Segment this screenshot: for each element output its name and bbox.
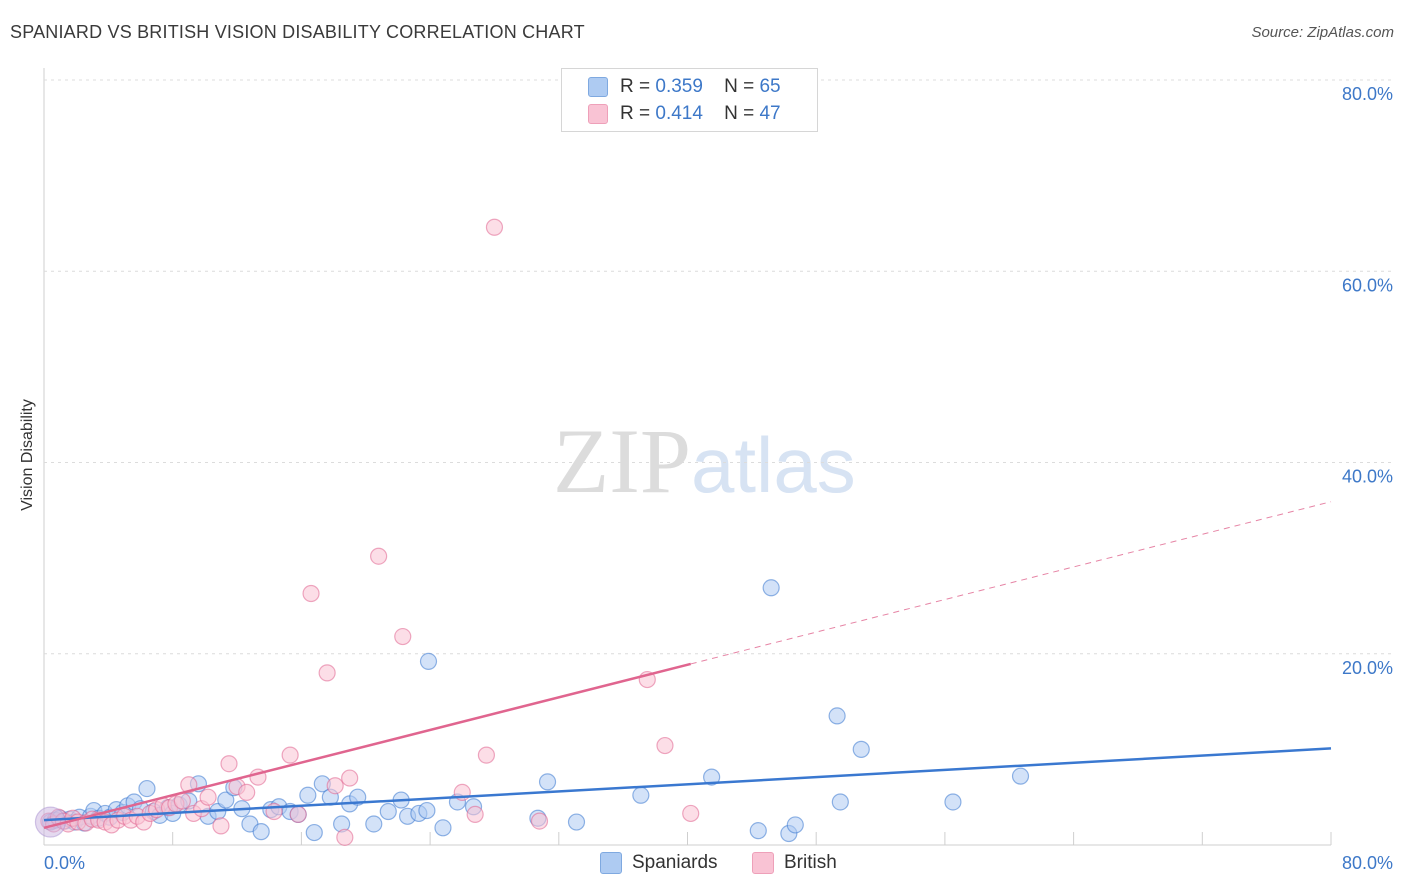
point-spaniards (703, 768, 721, 786)
series-swatch-spaniards (600, 852, 622, 874)
point-british (289, 805, 307, 824)
point-spaniards (944, 793, 962, 811)
point-british (530, 812, 549, 830)
point-spaniards (418, 801, 436, 820)
point-british (394, 627, 412, 646)
legend-r-label: R = (620, 76, 651, 97)
point-british (682, 804, 700, 823)
legend-n-value: 47 (759, 103, 781, 124)
point-british (326, 777, 344, 795)
point-spaniards (852, 740, 870, 758)
legend-swatch-british (588, 104, 608, 124)
point-british (485, 218, 504, 236)
point-british (238, 783, 256, 802)
point-british (477, 746, 496, 764)
point-spaniards (1011, 767, 1030, 785)
y-tick-label: 60.0% (1342, 275, 1393, 295)
point-spaniards (434, 819, 452, 837)
point-british (220, 755, 238, 773)
trendline-spaniards (43, 747, 1332, 822)
legend-n-label: N = (724, 103, 755, 124)
series-legend-spaniards: Spaniards (600, 852, 718, 874)
legend-swatch-spaniards (588, 77, 608, 97)
source-label: Source: ZipAtlas.com (1251, 24, 1394, 41)
point-spaniards (538, 773, 557, 791)
legend-text-spaniards: R = 0.359 N = 65 (620, 76, 781, 98)
legend-n-value: 65 (759, 76, 781, 97)
point-british (656, 736, 674, 755)
legend-text-british: R = 0.414 N = 47 (620, 103, 781, 125)
legend-r-value: 0.414 (655, 103, 703, 124)
legend-r-value: 0.359 (655, 76, 703, 97)
point-spaniards (786, 816, 804, 834)
y-tick-label: 80.0% (1342, 84, 1393, 104)
series-label-british: British (784, 852, 837, 873)
point-british (180, 776, 198, 794)
x-tick-label: 0.0% (44, 853, 85, 873)
point-spaniards (379, 802, 397, 821)
legend-r-label: R = (620, 103, 651, 124)
x-tick-label: 80.0% (1342, 853, 1393, 873)
series-swatch-british (752, 852, 774, 874)
point-spaniards (365, 815, 383, 833)
point-spaniards (831, 793, 849, 811)
series-label-spaniards: Spaniards (632, 852, 718, 873)
point-spaniards (419, 652, 438, 671)
point-spaniards (828, 707, 846, 725)
chart-title: SPANIARD VS BRITISH VISION DISABILITY CO… (10, 22, 585, 42)
watermark: ZIPatlas (553, 408, 856, 514)
point-cluster (34, 806, 67, 838)
watermark-zip: ZIP (553, 410, 691, 512)
point-spaniards (305, 823, 323, 842)
watermark-atlas: atlas (691, 421, 856, 509)
point-british (336, 828, 354, 846)
point-spaniards (252, 823, 270, 841)
y-tick-label: 20.0% (1342, 658, 1393, 678)
trendline-british-extension (690, 501, 1332, 665)
correlation-legend: R = 0.359 N = 65 R = 0.414 N = 47 (561, 68, 818, 132)
point-british (199, 788, 217, 806)
point-spaniards (217, 791, 235, 809)
point-british (370, 547, 388, 565)
point-spaniards (762, 579, 780, 597)
point-british (302, 584, 320, 603)
point-british (281, 746, 299, 764)
point-british (318, 664, 336, 682)
point-spaniards (299, 786, 317, 804)
point-british (466, 805, 484, 824)
point-spaniards (749, 822, 767, 840)
point-spaniards (567, 813, 586, 831)
series-legend-british: British (752, 852, 837, 874)
legend-n-label: N = (724, 76, 755, 97)
point-spaniards (632, 786, 650, 804)
series-legend: Spaniards British (0, 852, 1406, 878)
point-spaniards (138, 779, 156, 798)
point-british (341, 769, 359, 787)
y-tick-label: 40.0% (1342, 467, 1393, 487)
trendline-british (43, 662, 692, 829)
point-british (212, 817, 230, 835)
